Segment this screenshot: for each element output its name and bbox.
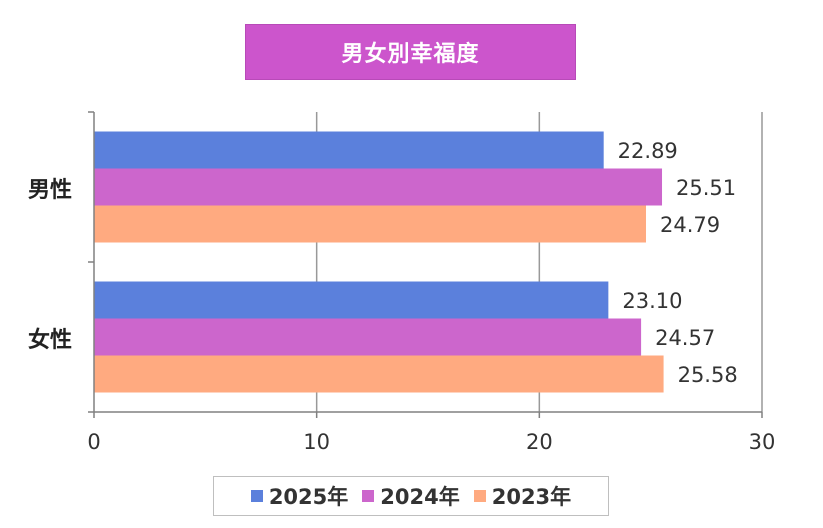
- data-label-男性-2025年: 22.89: [618, 139, 678, 163]
- bar-女性-2023年: [94, 355, 664, 393]
- legend-swatch-2024: [362, 490, 375, 502]
- bar-男性-2024年: [94, 168, 663, 206]
- y-tick-label-男性: 男性: [28, 178, 72, 203]
- data-label-女性-2024年: 24.57: [655, 326, 715, 350]
- data-label-女性-2023年: 25.58: [678, 363, 738, 387]
- x-tick-label-0: 0: [87, 430, 100, 454]
- legend-label-2024: 2024年: [380, 485, 460, 509]
- legend-item-2023: 2023年: [473, 481, 572, 511]
- x-tick-label-10: 10: [303, 430, 330, 454]
- data-label-女性-2025年: 23.10: [622, 289, 682, 313]
- legend-swatch-2023: [473, 490, 486, 502]
- legend-label-2025: 2025年: [268, 485, 349, 509]
- x-tick-label-30: 30: [749, 430, 776, 454]
- data-label-男性-2023年: 24.79: [660, 213, 720, 237]
- legend-item-2025: 2025年: [250, 481, 349, 511]
- legend-swatch-2025: [250, 490, 263, 502]
- legend-label-2023: 2023年: [491, 485, 572, 509]
- legend-item-2024: 2024年: [362, 481, 460, 511]
- bar-男性-2025年: [94, 131, 604, 169]
- y-tick-label-女性: 女性: [28, 327, 72, 353]
- bar-女性-2025年: [94, 281, 609, 319]
- bar-女性-2024年: [94, 318, 642, 356]
- chart-title: 男女別幸福度: [341, 42, 480, 67]
- legend: 2025年 2024年 2023年: [213, 476, 609, 516]
- chart-title-box: 男女別幸福度: [245, 24, 576, 80]
- x-tick-label-20: 20: [526, 430, 553, 454]
- data-label-男性-2024年: 25.51: [676, 176, 736, 200]
- bar-男性-2023年: [94, 205, 646, 243]
